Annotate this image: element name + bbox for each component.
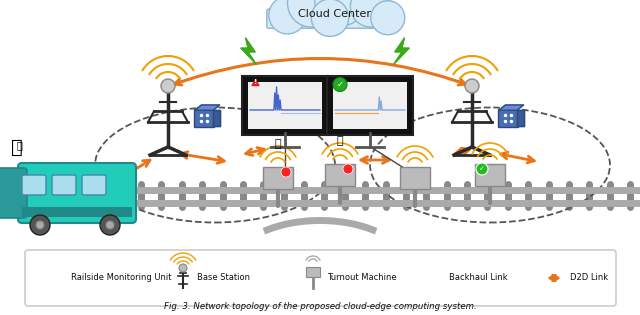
- Circle shape: [100, 215, 120, 235]
- FancyBboxPatch shape: [498, 109, 518, 127]
- Polygon shape: [48, 268, 67, 272]
- FancyBboxPatch shape: [47, 271, 63, 285]
- Circle shape: [30, 215, 50, 235]
- FancyBboxPatch shape: [52, 175, 76, 195]
- Circle shape: [315, 0, 365, 26]
- FancyBboxPatch shape: [0, 168, 27, 218]
- FancyBboxPatch shape: [82, 175, 106, 195]
- Polygon shape: [499, 105, 524, 110]
- Circle shape: [465, 79, 479, 93]
- FancyBboxPatch shape: [248, 82, 322, 129]
- Polygon shape: [213, 110, 220, 126]
- FancyBboxPatch shape: [400, 167, 430, 189]
- Circle shape: [371, 1, 405, 35]
- Polygon shape: [195, 105, 220, 110]
- Text: Backhaul Link: Backhaul Link: [449, 273, 508, 283]
- Circle shape: [351, 0, 391, 27]
- FancyBboxPatch shape: [327, 76, 413, 135]
- Circle shape: [476, 163, 488, 175]
- Text: 🚨: 🚨: [16, 140, 22, 150]
- Polygon shape: [241, 38, 257, 64]
- Text: Fig. 3. Network topology of the proposed cloud-edge computing system.: Fig. 3. Network topology of the proposed…: [164, 302, 476, 311]
- Circle shape: [106, 221, 114, 229]
- FancyBboxPatch shape: [242, 76, 328, 135]
- Circle shape: [36, 221, 44, 229]
- Polygon shape: [252, 79, 259, 85]
- Circle shape: [161, 79, 175, 93]
- Text: ✓: ✓: [337, 80, 344, 89]
- FancyBboxPatch shape: [18, 163, 136, 223]
- FancyBboxPatch shape: [325, 164, 355, 186]
- FancyBboxPatch shape: [194, 109, 214, 127]
- Circle shape: [333, 77, 347, 91]
- Text: !: !: [254, 79, 257, 85]
- Circle shape: [311, 0, 349, 37]
- FancyBboxPatch shape: [306, 267, 320, 277]
- FancyBboxPatch shape: [475, 164, 505, 186]
- Circle shape: [287, 0, 335, 27]
- Text: Cloud Center: Cloud Center: [298, 9, 371, 19]
- Circle shape: [281, 167, 291, 177]
- FancyBboxPatch shape: [25, 250, 616, 306]
- Text: Railside Monitoring Unit: Railside Monitoring Unit: [71, 273, 172, 283]
- Text: 🔥: 🔥: [275, 139, 282, 149]
- Circle shape: [179, 264, 187, 272]
- Circle shape: [269, 0, 306, 34]
- FancyBboxPatch shape: [267, 9, 398, 28]
- Circle shape: [343, 164, 353, 174]
- Text: Base Station: Base Station: [197, 273, 250, 283]
- Polygon shape: [394, 38, 409, 64]
- FancyBboxPatch shape: [333, 82, 407, 129]
- Text: ✓: ✓: [479, 166, 485, 172]
- FancyBboxPatch shape: [22, 175, 46, 195]
- Polygon shape: [517, 110, 524, 126]
- Polygon shape: [62, 272, 67, 284]
- Text: 💭: 💭: [11, 138, 23, 157]
- Polygon shape: [434, 270, 445, 288]
- FancyBboxPatch shape: [22, 207, 132, 217]
- Text: Turnout Machine: Turnout Machine: [327, 273, 397, 283]
- FancyBboxPatch shape: [263, 167, 293, 189]
- Text: 🔥: 🔥: [337, 136, 343, 146]
- Text: D2D Link: D2D Link: [570, 273, 608, 283]
